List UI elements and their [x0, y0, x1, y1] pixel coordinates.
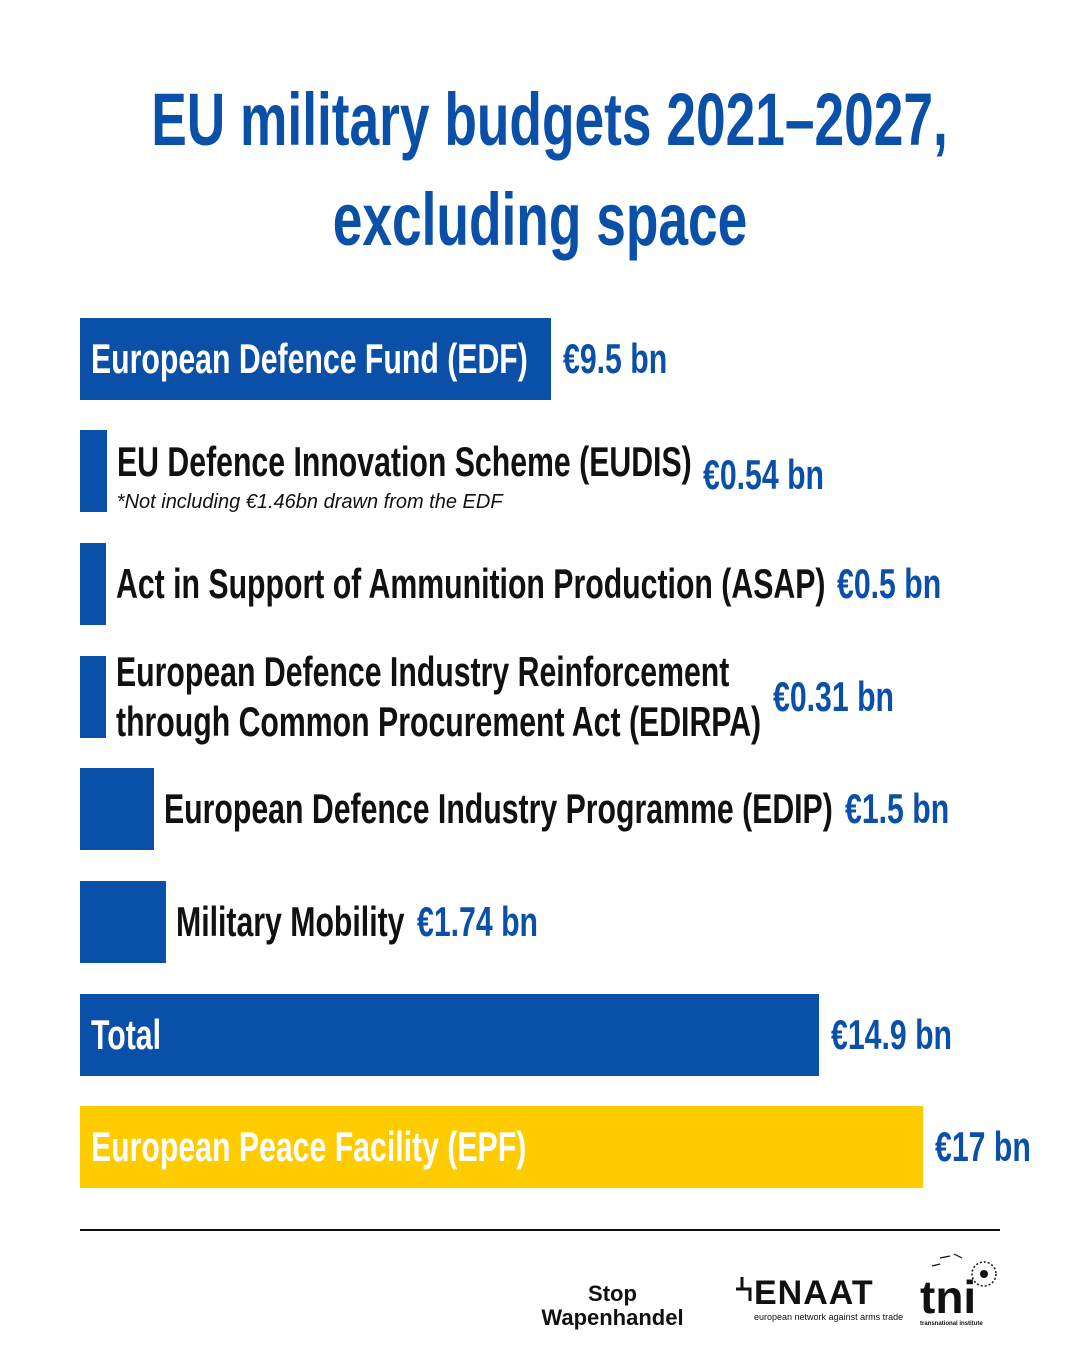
bar-label-line: European Defence Fund (EDF) [91, 335, 528, 382]
bar-label: Act in Support of Ammunition Production … [116, 558, 825, 610]
bar-value: €17 bn [935, 1123, 1031, 1170]
bar-footnote: *Not including €1.46bn drawn from the ED… [116, 491, 503, 513]
tni-name: tni [920, 1271, 977, 1323]
stop-wapenhandel-line-1: Stop [588, 1281, 637, 1306]
page-title: EU military budgets 2021–2027, excluding… [151, 70, 948, 270]
bar-label-line: Total [91, 1011, 161, 1058]
bar-label-line: European Defence Industry Programme (EDI… [164, 785, 834, 832]
bar-0 [80, 318, 552, 400]
enaat-logo: ENAAT european network against arms trad… [736, 1274, 904, 1323]
enaat-name: ENAAT [754, 1274, 874, 1312]
bar-label: EU Defence Innovation Scheme (EUDIS) [117, 436, 692, 488]
stop-wapenhandel-line-2: Wapenhandel [541, 1305, 684, 1330]
bar-1 [80, 430, 107, 512]
bar-value: €0.5 bn [837, 560, 942, 607]
bar-label: European Defence Industry Reinforcement t… [116, 647, 761, 747]
bar-label: Total [91, 1009, 161, 1061]
bar-label-line: through Common Procurement Act (EDIRPA) [116, 698, 762, 745]
divider [80, 1229, 1000, 1231]
bar-4 [80, 768, 155, 850]
bar-value: €0.54 bn [703, 451, 825, 498]
bar-value: €14.9 bn [831, 1011, 953, 1058]
bar-label-line: European Defence Industry Reinforcement [116, 648, 730, 695]
bar-value: €1.5 bn [845, 785, 950, 832]
bar-2 [80, 543, 106, 625]
bar-5 [80, 881, 167, 963]
stop-wapenhandel-logo: Stop Wapenhandel [515, 1282, 710, 1330]
bar-label: European Peace Facility (EPF) [91, 1121, 526, 1173]
bar-label: European Defence Fund (EDF) [91, 333, 528, 385]
enaat-tagline: european network against arms trade [754, 1312, 904, 1322]
bar-value: €9.5 bn [563, 335, 668, 382]
bar-7 [80, 1106, 924, 1188]
bar-6 [80, 994, 820, 1076]
bar-label-line: Act in Support of Ammunition Production … [116, 560, 826, 607]
bar-label-line: Military Mobility [176, 898, 405, 945]
title-line-1: EU military budgets 2021–2027, [151, 78, 948, 161]
bar-label-line: EU Defence Innovation Scheme (EUDIS) [116, 438, 692, 485]
bar-label: European Defence Industry Programme (EDI… [164, 783, 833, 835]
enaat-mark-icon [736, 1277, 752, 1301]
tni-tagline: transnational institute [920, 1321, 983, 1327]
dandelion-icon [931, 1253, 997, 1287]
bar-value: €1.74 bn [416, 898, 538, 945]
tni-logo: tni transnational institute [920, 1250, 1002, 1328]
bar-value: €0.31 bn [773, 673, 895, 720]
title-line-2: excluding space [332, 178, 748, 261]
bar-3 [80, 656, 106, 738]
bar-label: Military Mobility [176, 896, 404, 948]
bar-label-line: European Peace Facility (EPF) [91, 1123, 527, 1170]
